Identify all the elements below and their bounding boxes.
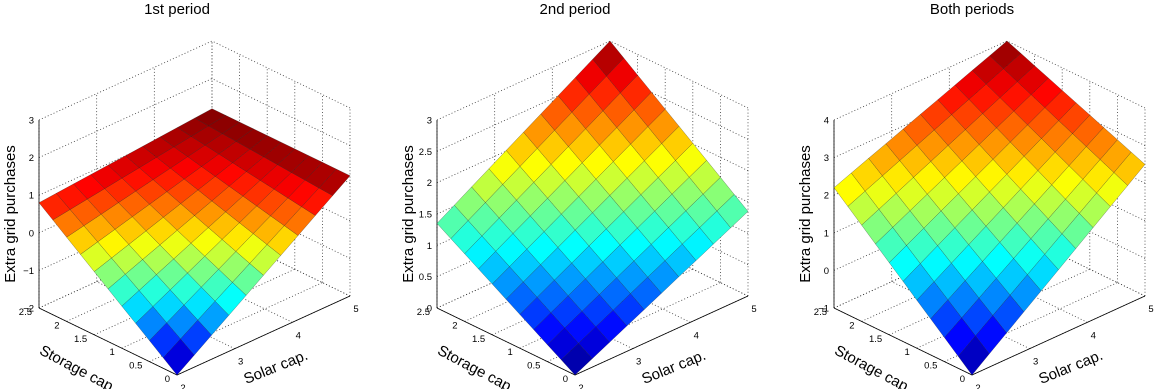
z-tick-label: 3 xyxy=(824,153,829,164)
x-axis-label: Solar cap. xyxy=(639,347,708,388)
tick-labels: 2 3 4 5 0 0.5 1 1.5 2 2.5−2 −1 0 1 2 3 xyxy=(19,116,359,389)
z-tick-label: 2.5 xyxy=(419,147,432,158)
y-tick-label: 2 xyxy=(849,320,854,331)
y-tick-label: 0.5 xyxy=(924,361,937,372)
y-tick-label: 2.5 xyxy=(19,307,32,318)
y-tick-label: 2.5 xyxy=(814,307,827,318)
x-tick-label: 4 xyxy=(1091,330,1096,341)
y-axis xyxy=(38,307,178,376)
z-tick-label: −2 xyxy=(23,304,34,315)
x-tick-label: 4 xyxy=(694,330,699,341)
z-tick-label: 2 xyxy=(824,191,829,202)
chart-title: 1st period xyxy=(144,1,210,18)
y-axis-label: Storage cap. xyxy=(435,342,518,389)
x-tick-label: 3 xyxy=(636,357,641,368)
z-tick-label: 0 xyxy=(427,304,432,315)
y-tick-label: 1 xyxy=(508,347,513,358)
surface-patch xyxy=(989,40,1022,69)
y-axis xyxy=(833,307,973,376)
y-tick-label: 0 xyxy=(960,374,965,385)
x-tick-label: 5 xyxy=(751,304,756,315)
y-tick-label: 0 xyxy=(165,374,170,385)
chart-title: Both periods xyxy=(930,1,1014,18)
y-tick-label: 0 xyxy=(563,374,568,385)
x-tick-label: 3 xyxy=(238,357,243,368)
surface xyxy=(833,40,1146,376)
y-tick-label: 1 xyxy=(905,347,910,358)
z-axis-label: Extra grid purchases xyxy=(2,145,19,283)
x-axis-label: Solar cap. xyxy=(1036,347,1105,388)
z-axis-label: Extra grid purchases xyxy=(797,145,814,283)
y-tick-label: 2 xyxy=(54,320,59,331)
x-tick-label: 4 xyxy=(296,330,301,341)
surface xyxy=(38,108,351,376)
x-tick-label: 2 xyxy=(180,383,185,389)
z-tick-label: −1 xyxy=(818,304,829,315)
grid-line xyxy=(38,40,213,121)
surface xyxy=(436,40,749,376)
x-axis xyxy=(574,295,749,376)
z-tick-label: 0.5 xyxy=(419,272,432,283)
z-tick-label: 1 xyxy=(427,241,432,252)
x-tick-label: 5 xyxy=(353,304,358,315)
z-axis-label: Extra grid purchases xyxy=(400,145,417,283)
tick-labels: 2 3 4 5 0 0.5 1 1.5 2 2.5−1 0 1 2 3 4 xyxy=(814,116,1154,389)
y-axis-label: Storage cap. xyxy=(37,342,120,389)
z-tick-label: 4 xyxy=(824,116,829,127)
y-axis xyxy=(436,307,576,376)
chart-title: 2nd period xyxy=(540,1,611,18)
y-tick-label: 2.5 xyxy=(417,307,430,318)
subplot-both-periods: 2 3 4 5 0 0.5 1 1.5 2 2.5−1 0 1 2 3 4 Extra grid purcha… xyxy=(797,1,1154,389)
z-tick-label: 0 xyxy=(29,228,34,239)
y-tick-label: 0.5 xyxy=(527,361,540,372)
y-tick-label: 2 xyxy=(452,320,457,331)
x-tick-label: 3 xyxy=(1033,357,1038,368)
axes xyxy=(38,120,351,376)
z-tick-label: 1 xyxy=(824,228,829,239)
z-tick-label: 3 xyxy=(29,116,34,127)
x-tick-label: 5 xyxy=(1148,304,1153,315)
y-tick-label: 1.5 xyxy=(472,334,485,345)
z-tick-label: 0 xyxy=(824,266,829,277)
subplot-1st-period: 2 3 4 5 0 0.5 1 1.5 2 2.5−2 −1 0 1 2 3 Extra grid purch… xyxy=(2,1,359,389)
y-tick-label: 1 xyxy=(110,347,115,358)
y-tick-label: 1.5 xyxy=(74,334,87,345)
x-axis xyxy=(971,295,1146,376)
z-tick-label: 1 xyxy=(29,191,34,202)
x-tick-label: 2 xyxy=(578,383,583,389)
grid-line xyxy=(211,40,351,109)
axes xyxy=(436,120,749,376)
surface-patch xyxy=(592,40,625,77)
x-axis-label: Solar cap. xyxy=(241,347,310,388)
y-tick-label: 0.5 xyxy=(129,361,142,372)
surface-patch xyxy=(194,108,227,127)
z-tick-label: 1.5 xyxy=(419,210,432,221)
x-tick-label: 2 xyxy=(975,383,980,389)
y-tick-label: 1.5 xyxy=(869,334,882,345)
z-tick-label: 2 xyxy=(427,178,432,189)
y-axis-label: Storage cap. xyxy=(832,342,915,389)
axes xyxy=(833,120,1146,376)
x-axis xyxy=(176,295,351,376)
z-tick-label: 2 xyxy=(29,153,34,164)
z-tick-label: −1 xyxy=(23,266,34,277)
z-tick-label: 3 xyxy=(427,116,432,127)
